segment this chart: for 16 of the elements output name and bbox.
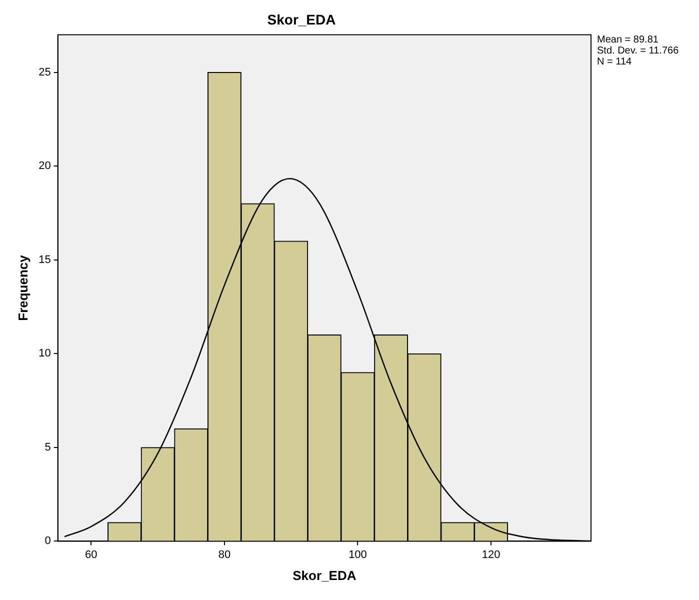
y-tick-label: 5 (44, 441, 51, 454)
text: Mean = 89.81 (597, 34, 659, 46)
x-axis-title: Skor_EDA (292, 568, 357, 583)
y-tick-label: 0 (44, 535, 51, 548)
text: Std. Dev. = 11.766 (597, 46, 680, 57)
x-tick-label: 120 (482, 548, 500, 561)
y-axis-title: Frequency (15, 254, 30, 321)
x-tick-label: 100 (348, 548, 367, 561)
x-tick-label: 80 (218, 548, 231, 561)
y-tick-label: 15 (38, 254, 51, 266)
y-tick-label: 20 (38, 160, 51, 172)
x-tick-label: 60 (85, 548, 98, 561)
chart-title: Skor_EDA (267, 11, 336, 28)
y-tick-label: 25 (38, 66, 51, 78)
text: N = 114 (597, 56, 632, 68)
y-tick-label: 10 (38, 348, 51, 360)
